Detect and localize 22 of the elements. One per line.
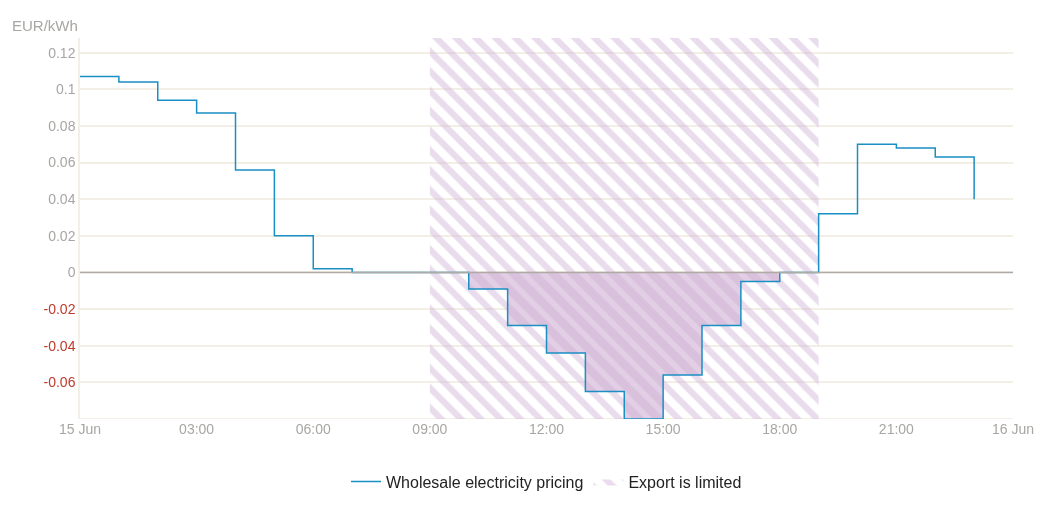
y-axis-title: EUR/kWh — [12, 17, 78, 34]
y-tick-label: 0 — [67, 264, 76, 281]
x-tick-label: 12:00 — [528, 421, 565, 437]
y-tick-label: 0.08 — [48, 117, 76, 134]
y-tick-label: 0.04 — [48, 191, 76, 208]
x-tick-label: 06:00 — [295, 421, 331, 437]
x-tick-label: 09:00 — [412, 421, 448, 437]
y-tick-label: -0.06 — [43, 374, 76, 391]
y-tick-label: 0.06 — [48, 154, 76, 171]
x-tick-label: 15:00 — [645, 421, 681, 437]
y-tick-label: 0.1 — [55, 81, 76, 98]
legend-label: Export is limited — [628, 473, 742, 491]
y-tick-label: 0.12 — [48, 44, 76, 61]
x-tick-label: 16 Jun — [991, 421, 1035, 437]
x-tick-label: 21:00 — [878, 421, 915, 437]
x-tick-label: 15 Jun — [58, 421, 102, 437]
x-tick-label: 18:00 — [762, 421, 798, 437]
y-tick-label: -0.04 — [43, 337, 76, 354]
x-tick-label: 03:00 — [179, 421, 215, 437]
y-tick-label: 0.02 — [48, 227, 76, 244]
y-tick-label: -0.02 — [43, 301, 76, 317]
legend-label: Wholesale electricity pricing — [386, 473, 584, 491]
